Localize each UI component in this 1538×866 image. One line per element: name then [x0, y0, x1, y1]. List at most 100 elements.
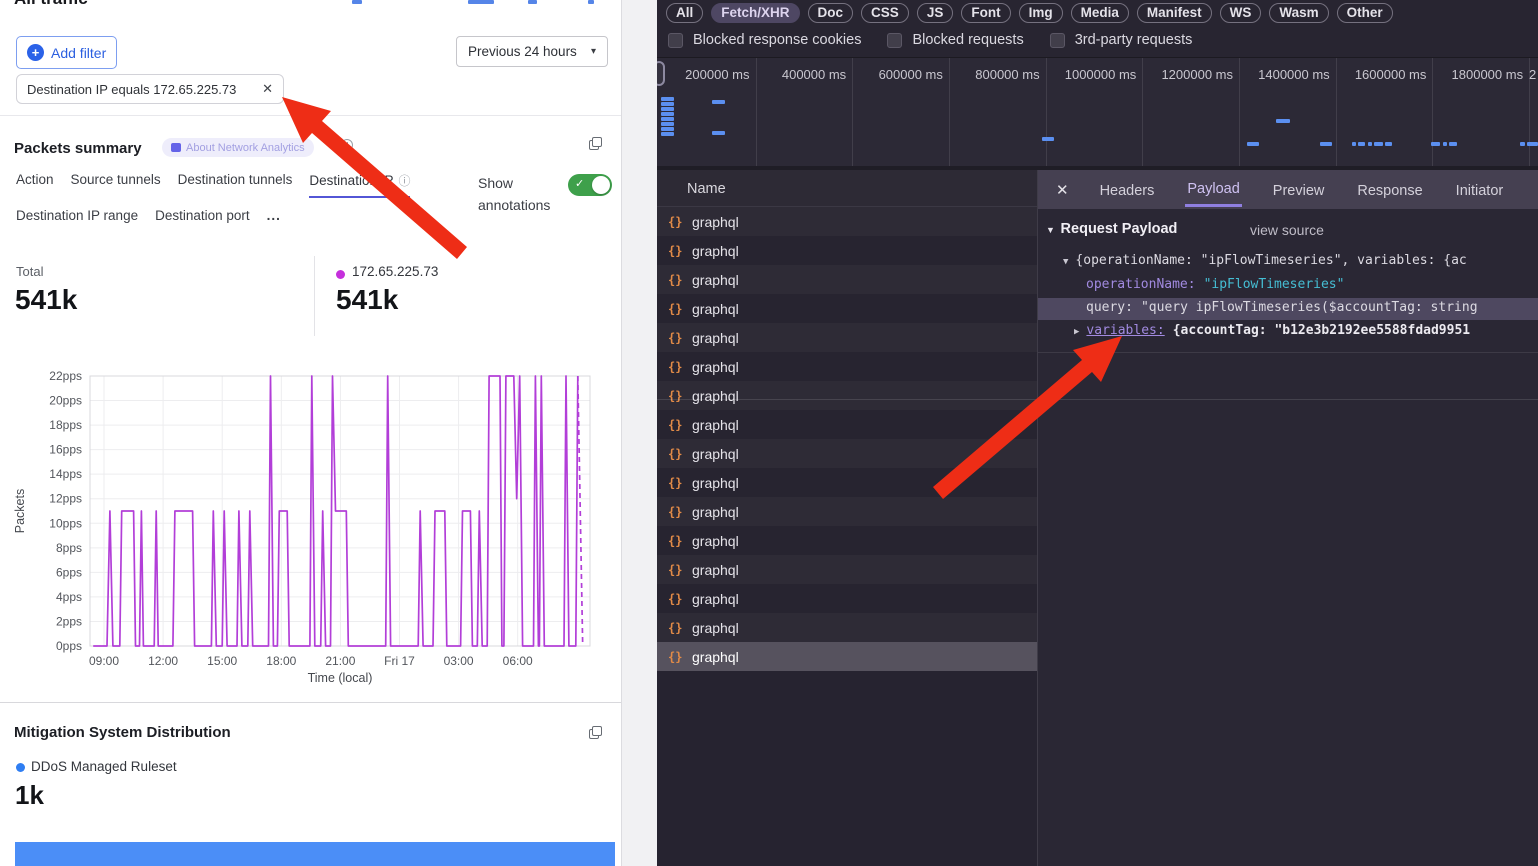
request-row[interactable]: {} graphql [657, 468, 1037, 497]
request-row[interactable]: {} graphql [657, 555, 1037, 584]
timeline-label: 800000 ms [975, 67, 1040, 82]
request-row[interactable]: {} graphql [657, 439, 1037, 468]
request-name: graphql [692, 648, 739, 665]
tab-destination-ip-range[interactable]: Destination IP range [16, 208, 138, 230]
tab-label: Destination tunnels [177, 172, 293, 187]
checkbox-blocked-requests[interactable]: Blocked requests [887, 32, 1024, 48]
tab-[interactable]: ... [267, 208, 281, 230]
total-label: Total [16, 264, 44, 279]
checkbox-box[interactable] [668, 32, 683, 48]
tab-source-tunnels[interactable]: Source tunnels [71, 172, 161, 194]
checkbox-3rd-party-requests[interactable]: 3rd-party requests [1049, 32, 1192, 48]
json-braces-icon: {} [668, 330, 683, 345]
filter-pill-font[interactable]: Font [961, 3, 1011, 23]
request-row[interactable]: {} graphql [657, 294, 1037, 323]
filter-pill-manifest[interactable]: Manifest [1136, 3, 1212, 23]
filter-pill-other[interactable]: Other [1336, 3, 1393, 23]
x-tick-label: 09:00 [89, 654, 119, 668]
show-annotations-toggle[interactable]: ✓ [568, 174, 612, 196]
request-name: graphql [692, 213, 739, 230]
close-icon[interactable]: ✕ [262, 81, 273, 96]
payload-key[interactable]: variables: [1086, 323, 1165, 338]
view-source-link[interactable]: view source [1250, 222, 1324, 237]
detail-tab-preview[interactable]: Preview [1272, 182, 1325, 199]
filter-pill-doc[interactable]: Doc [807, 3, 854, 23]
checkbox-box[interactable] [1049, 32, 1065, 48]
filter-pill-wasm[interactable]: Wasm [1269, 3, 1329, 23]
filter-pill-media[interactable]: Media [1070, 3, 1129, 23]
close-icon[interactable]: ✕ [1056, 181, 1069, 199]
detail-tab-response[interactable]: Response [1357, 182, 1423, 199]
request-row[interactable]: {} graphql [657, 497, 1037, 526]
waterfall-request-mark [1374, 142, 1383, 146]
payload-variables-row[interactable]: ▶ variables: {accountTag: "b12e3b2192ee558… [1074, 323, 1538, 338]
clipped-toolbar-fragment [468, 0, 494, 4]
waterfall-request-mark [1520, 142, 1525, 146]
tab-label: Destination IP [309, 173, 394, 188]
request-name: graphql [692, 590, 739, 607]
scrub-line [657, 399, 1538, 400]
x-tick-label: 12:00 [148, 654, 178, 668]
request-row[interactable]: {} graphql [657, 410, 1037, 439]
waterfall-request-mark [661, 117, 674, 121]
expand-icon[interactable] [589, 137, 602, 150]
filter-pill-js[interactable]: JS [916, 3, 954, 23]
timeline-divider [948, 58, 950, 166]
tab-destination-port[interactable]: Destination port [155, 208, 250, 230]
mitigation-value: 1k [15, 780, 44, 810]
detail-tab-headers[interactable]: Headers [1099, 182, 1155, 199]
y-tick-label: 10pps [49, 516, 82, 530]
request-row[interactable]: {} graphql [657, 265, 1037, 294]
triangle-right-icon[interactable]: ▶ [1074, 327, 1080, 337]
checkbox-box[interactable] [887, 32, 903, 48]
payload-query-row[interactable]: query: "query ipFlowTimeseries($accountTa… [1086, 300, 1538, 315]
waterfall-overview[interactable]: 200000 ms 400000 ms 600000 ms 800000 ms 1000… [657, 58, 1538, 166]
timeline-divider [1335, 58, 1337, 166]
request-row[interactable]: {} graphql [657, 526, 1037, 555]
payload-preview-line[interactable]: ▼ {operationName: "ipFlowTimeseries", var… [1063, 253, 1467, 268]
triangle-down-icon[interactable]: ▼ [1063, 257, 1069, 267]
payload-string-value: "ipFlowTimeseries" [1203, 277, 1345, 292]
filter-chip[interactable]: Destination IP equals 172.65.225.73 ✕ [16, 74, 284, 104]
request-row[interactable]: {} graphql [657, 236, 1037, 265]
checkbox-blocked-response-cookies[interactable]: Blocked response cookies [668, 32, 861, 48]
filter-pill-ws[interactable]: WS [1219, 3, 1262, 23]
waterfall-request-mark [661, 97, 674, 101]
y-tick-label: 0pps [56, 639, 82, 653]
request-row[interactable]: {} graphql [657, 584, 1037, 613]
tab-destination-ip[interactable]: Destination IP ⓘ [309, 172, 411, 198]
x-axis-label: Time (local) [308, 671, 373, 685]
name-column-header[interactable]: Name [657, 170, 1037, 207]
filter-pill-css[interactable]: CSS [861, 3, 909, 23]
request-detail-panel: ✕ Headers Payload Preview Response Initiator… [1038, 170, 1538, 866]
request-row[interactable]: {} graphql [657, 207, 1037, 236]
timeline-label: 1600000 ms [1354, 67, 1427, 82]
request-row[interactable]: {} graphql [657, 323, 1037, 352]
timeline-divider [1045, 58, 1047, 166]
analytics-panel: All traffic + Add filter Previous 24 hou… [0, 0, 622, 866]
time-range-dropdown[interactable]: Previous 24 hours ▾ [456, 36, 608, 67]
request-payload-section[interactable]: ▼ Request Payload view source [1046, 221, 1538, 237]
request-row[interactable]: {} graphql [657, 642, 1037, 671]
tab-destination-tunnels[interactable]: Destination tunnels [178, 172, 293, 194]
page-title: All traffic [14, 0, 234, 9]
filter-pill-img[interactable]: Img [1018, 3, 1063, 23]
timeline-label: 400000 ms [781, 67, 847, 82]
filter-pill-fetch-xhr[interactable]: Fetch/XHR [711, 3, 800, 23]
expand-icon[interactable] [589, 726, 602, 739]
tab-label: Source tunnels [70, 172, 161, 187]
request-name: graphql [692, 329, 739, 346]
divider [0, 115, 621, 116]
total-value: 541k [15, 284, 78, 315]
waterfall-request-mark [712, 131, 725, 135]
detail-tab-initiator[interactable]: Initiator [1455, 182, 1504, 199]
request-row[interactable]: {} graphql [657, 381, 1037, 410]
request-row[interactable]: {} graphql [657, 613, 1037, 642]
request-row[interactable]: {} graphql [657, 352, 1037, 381]
filter-pill-all[interactable]: All [666, 3, 704, 23]
tab-action[interactable]: Action [16, 172, 54, 194]
series-legend-dot [336, 270, 345, 279]
detail-tab-payload[interactable]: Payload [1185, 172, 1242, 207]
about-network-analytics-badge[interactable]: About Network Analytics [162, 138, 314, 157]
add-filter-button[interactable]: + Add filter [16, 36, 117, 69]
